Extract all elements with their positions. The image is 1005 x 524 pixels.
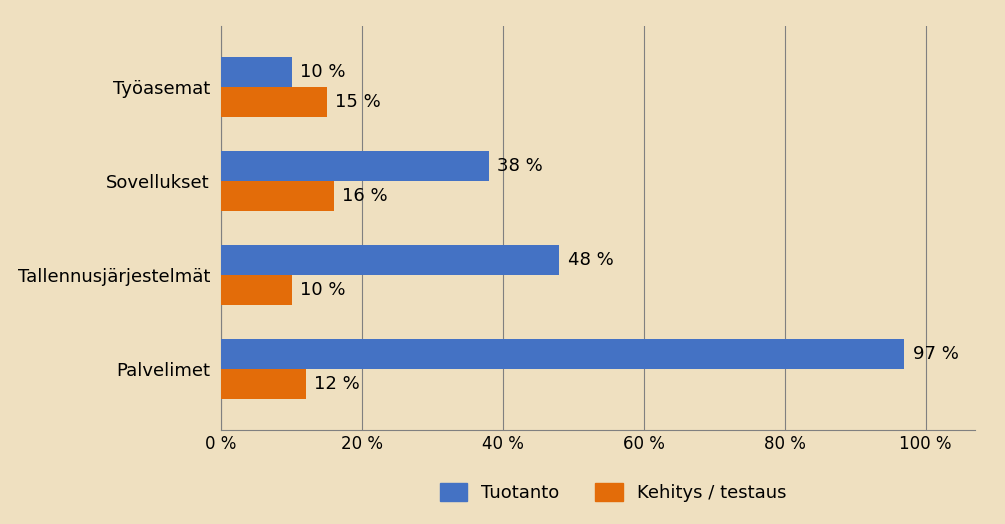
Bar (221, 151, 488, 181)
Bar (221, 275, 291, 305)
Bar (221, 339, 905, 369)
Bar (221, 57, 291, 87)
Text: 10 %: 10 % (300, 281, 346, 299)
Text: 10 %: 10 % (300, 63, 346, 81)
Text: 48 %: 48 % (568, 251, 613, 269)
Text: 16 %: 16 % (343, 187, 388, 205)
Bar (221, 369, 306, 399)
Bar (221, 87, 327, 117)
Bar (221, 245, 559, 275)
Text: 12 %: 12 % (315, 375, 360, 392)
Text: 15 %: 15 % (336, 93, 381, 111)
Bar (221, 181, 334, 211)
Text: 38 %: 38 % (497, 157, 543, 175)
Text: 97 %: 97 % (913, 345, 959, 363)
Legend: Tuotanto, Kehitys / testaus: Tuotanto, Kehitys / testaus (432, 476, 794, 509)
